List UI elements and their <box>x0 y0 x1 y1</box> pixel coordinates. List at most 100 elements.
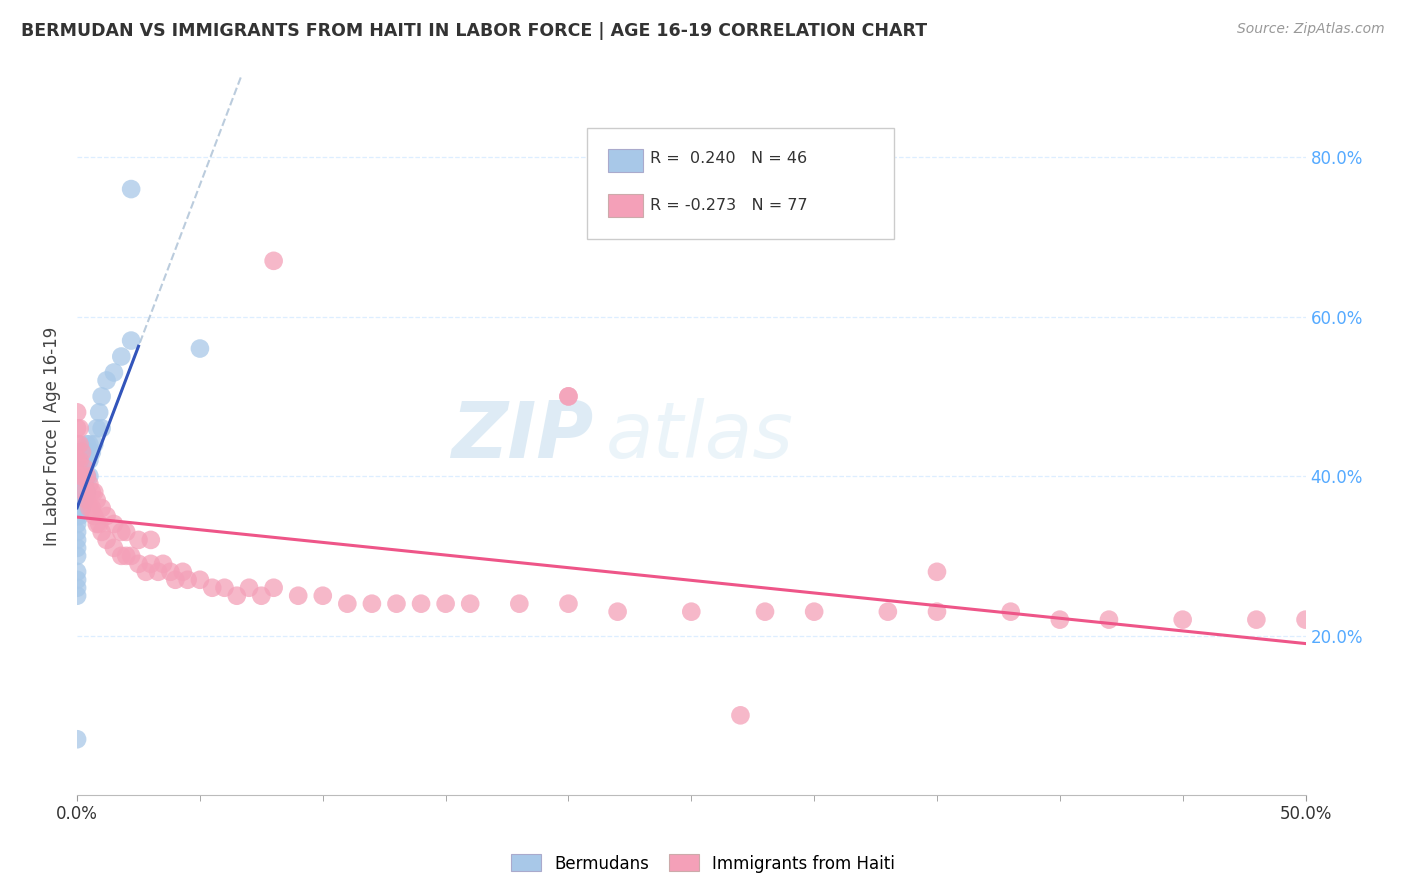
Point <box>66 453 89 467</box>
Point <box>79 469 101 483</box>
Point <box>1343 549 1365 563</box>
Point <box>66 477 89 491</box>
Point <box>66 501 89 516</box>
Point <box>110 549 132 563</box>
Point <box>69 421 91 435</box>
Point <box>361 597 384 611</box>
Point <box>115 524 138 539</box>
Point <box>103 366 125 380</box>
FancyBboxPatch shape <box>607 194 643 218</box>
Point <box>152 557 174 571</box>
Point <box>120 182 142 196</box>
Point <box>238 581 260 595</box>
Point <box>73 477 96 491</box>
Text: Source: ZipAtlas.com: Source: ZipAtlas.com <box>1237 22 1385 37</box>
Point <box>70 485 93 500</box>
Point <box>115 549 138 563</box>
Point <box>508 597 530 611</box>
Point <box>69 437 91 451</box>
Point <box>730 708 752 723</box>
Point <box>90 389 112 403</box>
Point <box>139 533 162 547</box>
Point <box>876 605 898 619</box>
Point <box>66 581 89 595</box>
Point <box>103 516 125 531</box>
Point <box>263 253 285 268</box>
Point <box>66 589 89 603</box>
Point <box>263 581 285 595</box>
FancyBboxPatch shape <box>607 149 643 172</box>
Point <box>66 421 89 435</box>
Point <box>434 597 457 611</box>
Point <box>120 549 142 563</box>
Point <box>66 541 89 555</box>
Point <box>80 485 103 500</box>
Point <box>458 597 481 611</box>
Text: R = -0.273   N = 77: R = -0.273 N = 77 <box>650 198 807 212</box>
Text: ZIP: ZIP <box>451 398 593 475</box>
Point <box>66 549 89 563</box>
Text: R =  0.240   N = 46: R = 0.240 N = 46 <box>650 151 807 166</box>
Point <box>214 581 236 595</box>
Point <box>79 501 101 516</box>
Point <box>176 573 198 587</box>
Point <box>66 437 89 451</box>
Point <box>606 605 628 619</box>
Point <box>172 565 194 579</box>
Point <box>1098 613 1121 627</box>
Point <box>925 565 948 579</box>
Point <box>139 557 162 571</box>
Point <box>96 508 118 523</box>
Point <box>66 461 89 475</box>
Point <box>250 589 273 603</box>
Point <box>336 597 359 611</box>
Point <box>146 565 169 579</box>
Point <box>1295 613 1317 627</box>
Point <box>73 461 96 475</box>
Point <box>69 461 91 475</box>
Point <box>188 342 211 356</box>
Point <box>103 541 125 555</box>
Point <box>86 421 108 435</box>
Point <box>66 485 89 500</box>
Point <box>70 469 93 483</box>
Point <box>73 461 96 475</box>
Point <box>76 469 98 483</box>
Point <box>76 485 98 500</box>
Point <box>201 581 224 595</box>
Point <box>76 493 98 508</box>
Point <box>66 533 89 547</box>
Point <box>89 516 111 531</box>
Point <box>66 445 89 459</box>
Point <box>86 493 108 508</box>
Point <box>66 453 89 467</box>
Point <box>66 508 89 523</box>
Point <box>80 501 103 516</box>
Point <box>120 334 142 348</box>
Point <box>925 605 948 619</box>
Point <box>76 469 98 483</box>
Point <box>96 533 118 547</box>
Point <box>66 469 89 483</box>
Point <box>83 437 105 451</box>
Point <box>803 605 825 619</box>
Point <box>80 445 103 459</box>
Text: atlas: atlas <box>606 398 793 475</box>
Point <box>557 389 579 403</box>
Point <box>66 493 89 508</box>
Point <box>225 589 247 603</box>
Point <box>70 445 93 459</box>
Point <box>66 565 89 579</box>
Point <box>110 524 132 539</box>
Point <box>1000 605 1022 619</box>
Point <box>557 389 579 403</box>
Point <box>110 350 132 364</box>
Point <box>70 469 93 483</box>
Text: BERMUDAN VS IMMIGRANTS FROM HAITI IN LABOR FORCE | AGE 16-19 CORRELATION CHART: BERMUDAN VS IMMIGRANTS FROM HAITI IN LAB… <box>21 22 927 40</box>
Point <box>73 493 96 508</box>
Point <box>165 573 187 587</box>
Point <box>66 469 89 483</box>
Point <box>79 453 101 467</box>
Point <box>83 485 105 500</box>
Point <box>754 605 776 619</box>
